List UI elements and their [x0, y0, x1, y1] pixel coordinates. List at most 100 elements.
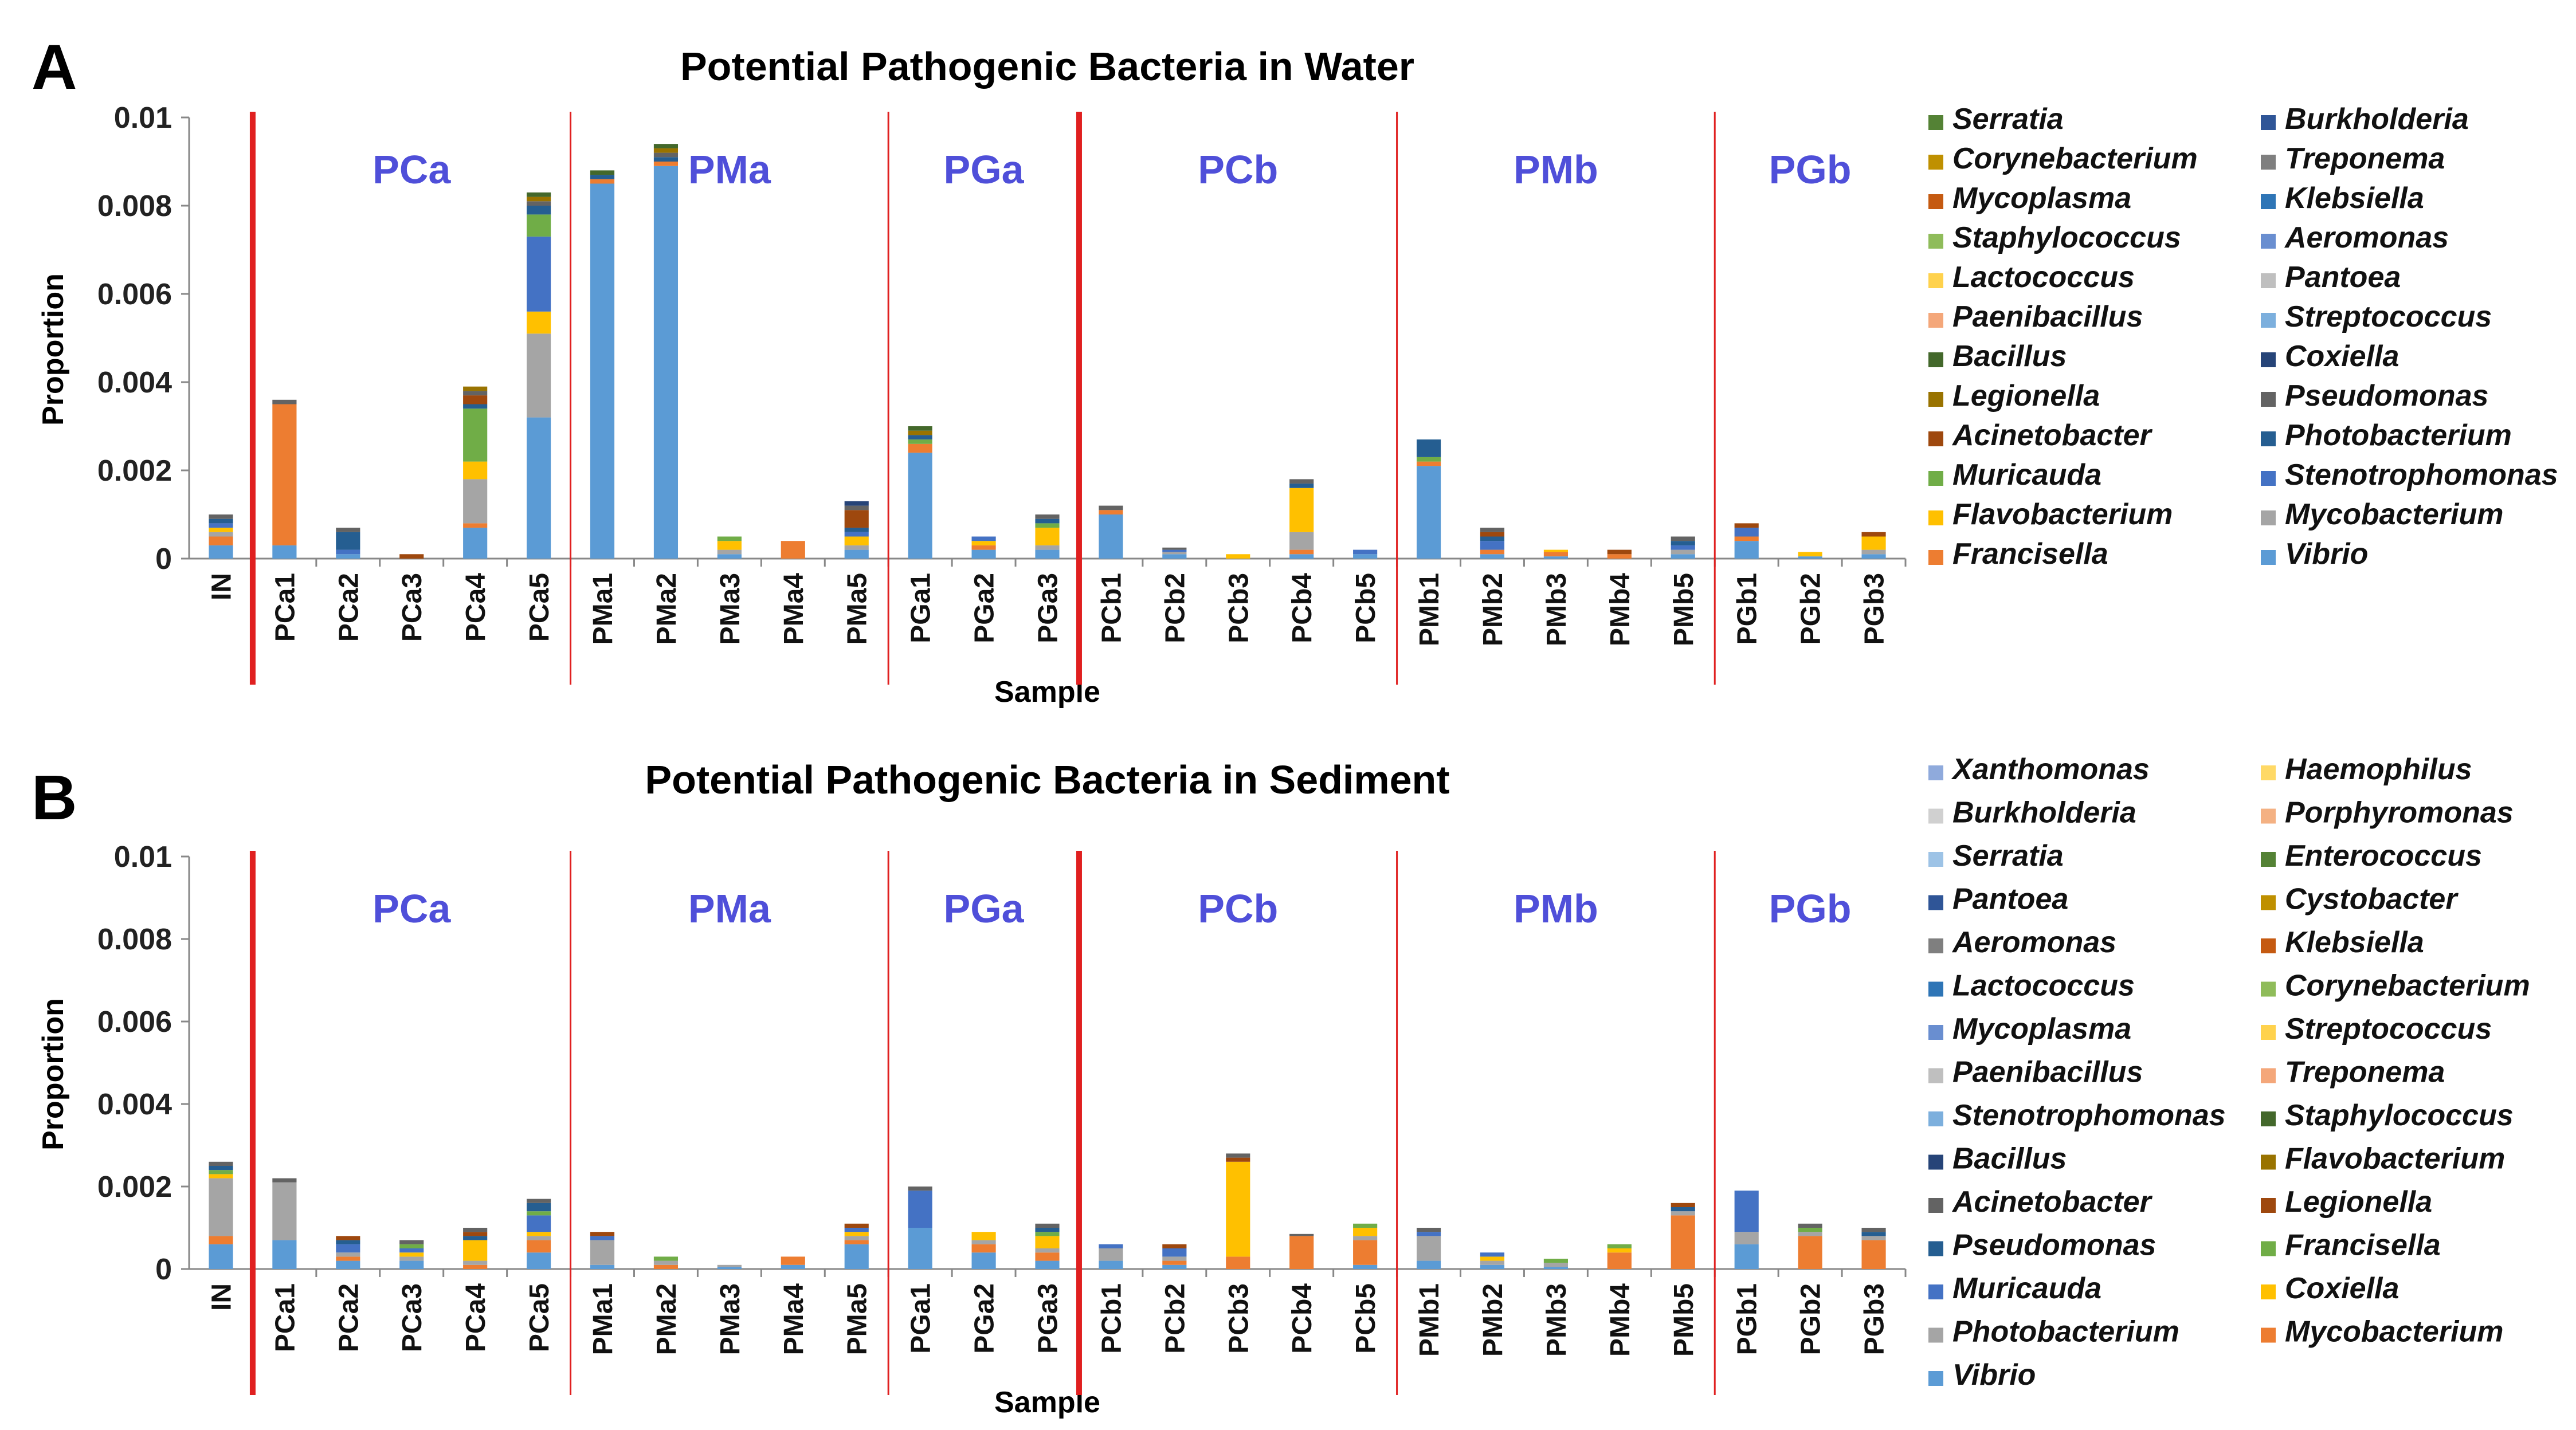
bar-segment-vibrio-pga2: [971, 1252, 996, 1269]
bar-segment-pseudomonas-pca4: [463, 391, 488, 396]
x-tick-label: PMa1: [588, 1283, 618, 1355]
bar-segment-vibrio-pga3: [1035, 549, 1060, 559]
bar-segment-vibrio-pcb5: [1353, 554, 1378, 559]
bar-segment-muricauda-pmb1: [1416, 457, 1441, 462]
legend-label-legionella: Legionella: [2285, 1185, 2432, 1219]
bar-segment-coxiella-pcb5: [1353, 1228, 1378, 1236]
x-tick-label: PMb1: [1414, 1283, 1445, 1357]
legend-label-acinetobacter: Acinetobacter: [1951, 1185, 2153, 1219]
y-tick-label: 0.004: [97, 366, 172, 399]
bar-segment-vibrio-pcb4: [1289, 554, 1314, 559]
bar-segment-coxiella-pga3: [1035, 1236, 1060, 1248]
bar-segment-francisella-pma4: [781, 541, 805, 559]
group-label-pma: PMa: [688, 147, 771, 192]
bar-segment-vibrio-pcb1: [1099, 514, 1123, 559]
group-label-pga: PGa: [944, 886, 1025, 931]
legend-label-streptococcus: Streptococcus: [2285, 1012, 2492, 1046]
bar-segment-coxiella-pma5: [844, 501, 869, 506]
legend-label-bacillus: Bacillus: [1952, 340, 2067, 373]
bar-segment-muricauda-pca5: [527, 214, 551, 237]
bar-segment-francisella-pcb5: [1353, 1223, 1378, 1228]
bar-segment-vibrio-pgb2: [1798, 556, 1822, 559]
legend-label-aeromonas: Aeromonas: [2284, 221, 2449, 254]
bar-segment-vibrio-pma4: [781, 1264, 805, 1269]
bar-segment-acinetobacter-pmb2: [1480, 532, 1505, 537]
bar-segment-flavobacterium-pma5: [844, 536, 869, 545]
legend-swatch-mycoplasma: [1928, 194, 1943, 209]
bar-segment-photobacterium-in: [209, 518, 233, 524]
legend-label-klebsiella: Klebsiella: [2285, 926, 2424, 959]
legend-swatch-burkholderia: [2261, 115, 2276, 130]
bar-segment-francisella-pcb1: [1099, 510, 1123, 514]
bar-segment-vibrio-pga1: [908, 1228, 932, 1269]
bar-segment-vibrio-pmb1: [1416, 1260, 1441, 1269]
bar-segment-photobacterium-pca4: [463, 1260, 488, 1265]
legend-swatch-coxiella: [2261, 1284, 2276, 1299]
x-tick-label: PMa3: [715, 573, 746, 645]
bar-segment-photobacterium-pga3: [1035, 518, 1060, 524]
bar-segment-acinetobacter-in: [209, 1161, 233, 1166]
bar-segment-pseudomonas-pcb4: [1289, 479, 1314, 484]
legend-label-flavobacterium: Flavobacterium: [1952, 498, 2173, 531]
legend-swatch-bacillus: [1928, 352, 1943, 367]
legend-swatch-muricauda: [1928, 471, 1943, 486]
legend-swatch-photobacterium: [1928, 1327, 1943, 1343]
legend-label-coxiella: Coxiella: [2285, 1272, 2399, 1305]
legend-swatch-vibrio: [1928, 1371, 1943, 1386]
legend-swatch-klebsiella: [2261, 938, 2276, 953]
x-tick-label: PGa1: [906, 1283, 936, 1354]
bar-segment-francisella-pmb3: [1543, 552, 1568, 557]
bar-segment-mycobacterium-pcb2: [1162, 1260, 1187, 1265]
bar-segment-pseudomonas-pma5: [844, 505, 869, 510]
legend-label-treponema: Treponema: [2285, 142, 2445, 175]
legend-swatch-francisella: [1928, 550, 1943, 565]
bar-segment-francisella-pma2: [653, 162, 679, 166]
bar-segment-legionella-pga1: [908, 430, 932, 435]
legend-label-stenotrophomonas: Stenotrophomonas: [1952, 1099, 2226, 1132]
legend-label-serratia: Serratia: [1952, 839, 2064, 873]
legend-swatch-xanthomonas: [1928, 765, 1943, 780]
bar-segment-acinetobacter-pmb1: [1416, 1228, 1441, 1232]
legend-swatch-bacillus: [1928, 1154, 1943, 1170]
bar-segment-muricauda-pga1: [908, 439, 932, 444]
bar-segment-mycobacterium-pga2: [971, 1244, 996, 1253]
x-tick-label: PGb2: [1796, 1283, 1826, 1355]
bar-segment-vibrio-pgb1: [1734, 1244, 1759, 1269]
legend-label-serratia: Serratia: [1952, 103, 2064, 136]
x-tick-label: PCa1: [270, 1283, 300, 1352]
bar-segment-mycobacterium-pmb5: [1671, 549, 1695, 555]
group-label-pma: PMa: [688, 886, 771, 931]
bar-segment-francisella-in: [209, 536, 233, 545]
bar-segment-vibrio-pcb5: [1353, 1264, 1378, 1269]
bar-segment-vibrio-pca3: [399, 1260, 424, 1269]
legend-swatch-corynebacterium: [2261, 981, 2276, 997]
x-tick-label: PGa3: [1033, 573, 1064, 643]
bar-segment-mycobacterium-pcb5: [1353, 1240, 1378, 1265]
bar-segment-photobacterium-in: [209, 1178, 233, 1236]
bar-segment-stenotrophomonas-pmb2: [1480, 541, 1505, 550]
bar-segment-mycobacterium-pma5: [844, 1240, 869, 1244]
bar-segment-mycobacterium-pca4: [463, 1264, 488, 1269]
bar-segment-stenotrophomonas-pmb5: [1671, 545, 1695, 550]
y-tick-label: 0.004: [97, 1088, 172, 1121]
legend-swatch-paenibacillus: [1928, 1068, 1943, 1083]
bar-segment-coxiella-pca5: [527, 1232, 551, 1236]
bar-segment-legionella-pca4: [463, 386, 488, 391]
legend-swatch-stenotrophomonas: [1928, 1111, 1943, 1126]
legend-label-paenibacillus: Paenibacillus: [1952, 1056, 2143, 1089]
bar-segment-vibrio-pma3: [717, 1267, 742, 1269]
y-tick-label: 0.008: [97, 923, 172, 956]
bar-segment-flavobacterium-pga2: [971, 541, 996, 545]
legend-swatch-mycoplasma: [1928, 1025, 1943, 1040]
bar-segment-photobacterium-pgb2: [1798, 1232, 1822, 1236]
bar-segment-coxiella-pcb3: [1226, 1161, 1250, 1257]
bar-segment-stenotrophomonas-in: [209, 523, 233, 528]
bar-segment-photobacterium-pgb3: [1861, 1236, 1886, 1240]
bar-segment-vibrio-pga3: [1035, 1260, 1060, 1269]
bar-segment-muricauda-pma1: [590, 1236, 615, 1240]
bar-segment-legionella-pmb5: [1671, 1203, 1695, 1207]
legend-label-legionella: Legionella: [1952, 379, 2100, 412]
bar-segment-vibrio-pga2: [971, 549, 996, 559]
bar-segment-pseudomonas-pma2: [653, 152, 679, 158]
y-tick-label: 0.006: [97, 278, 172, 311]
